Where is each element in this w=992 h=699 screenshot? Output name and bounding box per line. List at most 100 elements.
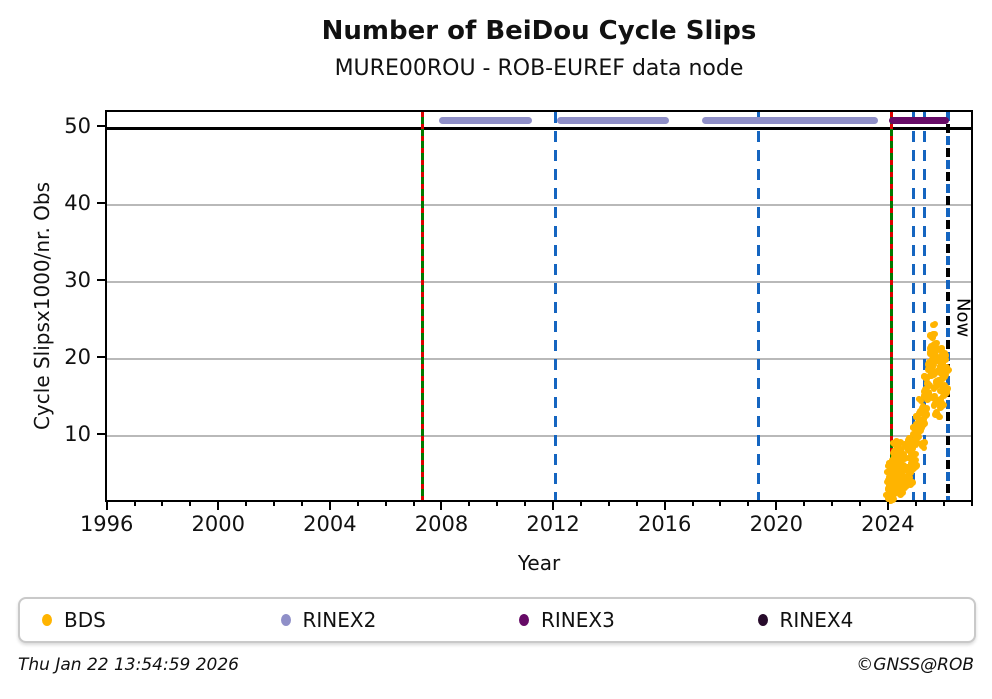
scatter-point-bds bbox=[931, 370, 939, 377]
scatter-point-bds bbox=[902, 465, 909, 473]
x-minor-tick-1999 bbox=[189, 502, 192, 506]
x-minor-tick-2014 bbox=[607, 502, 610, 506]
x-minor-tick-2027 bbox=[970, 502, 973, 506]
x-major-tick-2008 bbox=[440, 502, 443, 510]
scatter-point-bds bbox=[921, 373, 929, 380]
scatter-point-bds bbox=[921, 407, 929, 414]
run-rinex2-1 bbox=[556, 116, 670, 124]
scatter-point-bds bbox=[884, 468, 891, 476]
scatter-point-bds bbox=[930, 349, 937, 357]
x-tick-label-2000: 2000 bbox=[191, 512, 245, 536]
scatter-point-bds bbox=[943, 389, 951, 397]
event-line-blue-5 bbox=[922, 112, 926, 500]
legend-label-rinex3: RINEX3 bbox=[541, 608, 615, 632]
x-minor-tick-2007 bbox=[412, 502, 415, 506]
x-minor-tick-2015 bbox=[635, 502, 638, 506]
x-major-tick-2024 bbox=[886, 502, 889, 510]
scatter-point-bds bbox=[885, 459, 893, 467]
x-tick-label-2020: 2020 bbox=[749, 512, 804, 536]
event-line-greenred-0 bbox=[421, 112, 425, 500]
x-minor-tick-2013 bbox=[579, 502, 582, 506]
rinex2-marker-icon bbox=[280, 614, 291, 626]
scatter-point-bds bbox=[916, 408, 924, 416]
scatter-point-bds bbox=[918, 442, 926, 450]
legend-item-rinex3: RINEX3 bbox=[497, 608, 736, 632]
scatter-point-bds bbox=[928, 359, 936, 367]
scatter-point-bds bbox=[931, 392, 938, 400]
x-minor-tick-2005 bbox=[356, 502, 359, 506]
y-major-tick-50 bbox=[97, 125, 105, 128]
legend: BDS RINEX2 RINEX3 RINEX4 bbox=[18, 597, 976, 643]
scatter-point-bds bbox=[903, 482, 911, 490]
x-minor-tick-2026 bbox=[942, 502, 945, 506]
scatter-point-bds bbox=[909, 478, 916, 486]
plot-area: Now bbox=[105, 110, 974, 505]
scatter-point-bds bbox=[911, 457, 919, 465]
chart-subtitle: MURE00ROU - ROB-EUREF data node bbox=[334, 56, 744, 81]
y-tick-label-50: 50 bbox=[64, 114, 91, 139]
x-minor-tick-2003 bbox=[300, 502, 303, 506]
x-major-tick-2012 bbox=[552, 502, 555, 510]
x-tick-label-2004: 2004 bbox=[303, 512, 357, 536]
rinex3-marker-icon bbox=[519, 614, 529, 626]
scatter-point-bds bbox=[932, 344, 940, 351]
scatter-point-bds bbox=[892, 456, 900, 464]
scatter-point-bds bbox=[913, 462, 920, 470]
scatter-point-bds bbox=[936, 368, 944, 376]
scatter-point-bds bbox=[897, 491, 904, 498]
x-tick-label-2024: 2024 bbox=[861, 512, 915, 536]
x-major-tick-1996 bbox=[105, 502, 108, 510]
scatter-point-bds bbox=[927, 365, 935, 373]
scatter-point-bds bbox=[915, 395, 923, 403]
now-label: Now bbox=[952, 298, 974, 338]
x-minor-tick-2022 bbox=[831, 502, 834, 506]
event-line-blue-1 bbox=[553, 112, 557, 500]
x-minor-tick-2019 bbox=[747, 502, 750, 506]
scatter-point-bds bbox=[935, 356, 943, 364]
x-minor-tick-2025 bbox=[914, 502, 917, 506]
legend-label-bds: BDS bbox=[64, 608, 106, 632]
x-minor-tick-1997 bbox=[133, 502, 136, 506]
scatter-point-bds bbox=[940, 373, 948, 381]
scatter-point-bds bbox=[922, 412, 930, 419]
run-rinex3-0 bbox=[888, 116, 950, 124]
scatter-point-bds bbox=[888, 476, 896, 483]
x-minor-tick-2010 bbox=[496, 502, 499, 506]
x-minor-tick-2023 bbox=[859, 502, 861, 506]
scatter-point-bds bbox=[897, 438, 904, 446]
scatter-point-bds bbox=[905, 471, 912, 478]
x-minor-tick-2018 bbox=[719, 502, 722, 506]
legend-item-rinex4: RINEX4 bbox=[736, 608, 975, 632]
x-major-tick-2020 bbox=[775, 502, 778, 510]
event-line-now-6 bbox=[945, 112, 950, 500]
y-major-tick-40 bbox=[97, 202, 105, 204]
scatter-point-bds bbox=[889, 496, 897, 504]
scatter-point-bds bbox=[938, 399, 945, 407]
scatter-point-bds bbox=[924, 361, 932, 368]
x-major-tick-2000 bbox=[217, 502, 220, 510]
x-tick-label-2008: 2008 bbox=[414, 512, 469, 536]
scatter-point-bds bbox=[898, 445, 906, 453]
credit-text: ©GNSS@ROB bbox=[856, 655, 974, 675]
legend-item-bds: BDS bbox=[20, 608, 259, 632]
scatter-point-bds bbox=[910, 424, 917, 431]
scatter-point-bds bbox=[907, 443, 915, 450]
x-minor-tick-2017 bbox=[691, 502, 694, 506]
y-tick-label-10: 10 bbox=[64, 421, 91, 446]
scatter-point-bds bbox=[943, 367, 951, 375]
y-major-tick-10 bbox=[97, 432, 105, 435]
gridline-y10 bbox=[107, 434, 971, 437]
event-line-blue-2 bbox=[756, 112, 760, 500]
scatter-point-bds bbox=[937, 345, 945, 353]
scatter-point-bds bbox=[929, 332, 936, 340]
scatter-point-bds bbox=[901, 441, 909, 448]
scatter-point-bds bbox=[916, 426, 923, 434]
scatter-point-bds bbox=[912, 413, 920, 420]
x-minor-tick-2009 bbox=[468, 502, 471, 506]
x-minor-tick-2006 bbox=[384, 502, 387, 506]
scatter-point-bds bbox=[914, 420, 921, 428]
run-rinex2-0 bbox=[438, 116, 532, 124]
x-tick-label-1996: 1996 bbox=[79, 512, 134, 536]
scatter-point-bds bbox=[919, 421, 926, 429]
scatter-point-bds bbox=[897, 457, 905, 464]
